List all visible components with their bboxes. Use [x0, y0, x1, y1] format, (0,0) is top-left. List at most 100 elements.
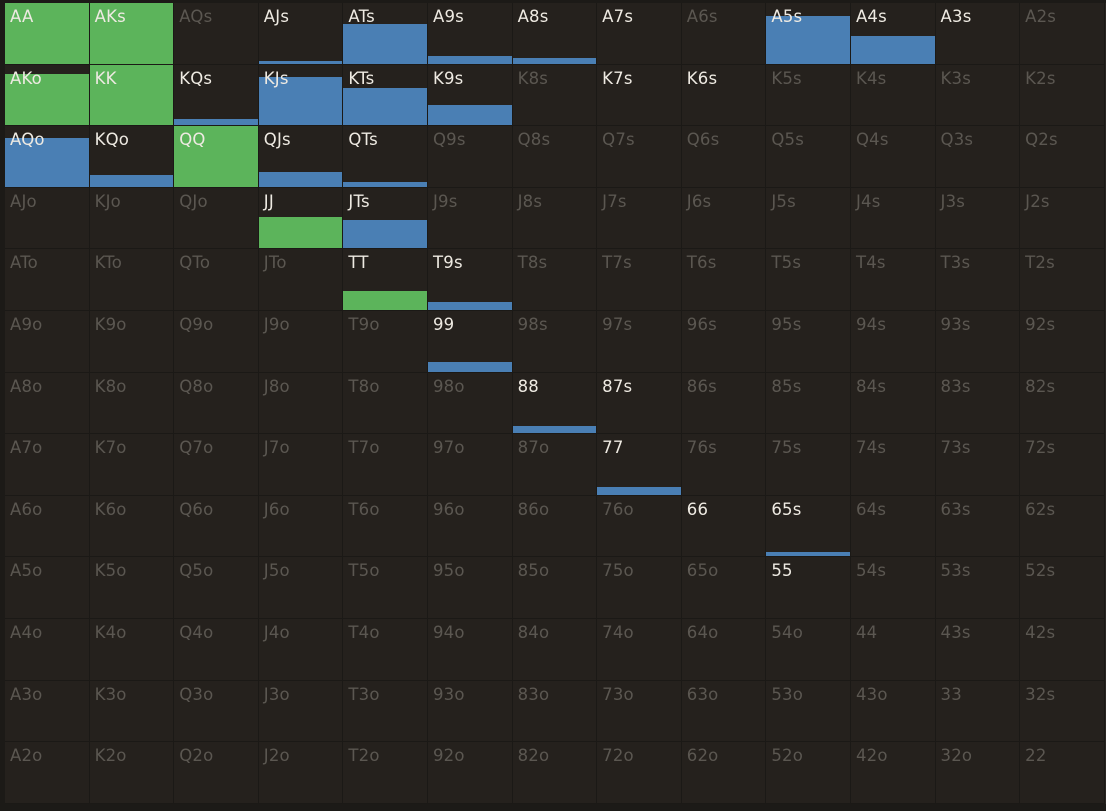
hand-cell[interactable]: 53s: [935, 557, 1021, 619]
hand-cell[interactable]: 82o: [512, 742, 598, 804]
hand-cell[interactable]: 22: [1020, 742, 1105, 804]
hand-cell[interactable]: T7o: [343, 434, 428, 496]
hand-cell[interactable]: 72s: [1020, 434, 1105, 496]
hand-cell[interactable]: Q6o: [174, 495, 259, 558]
hand-cell[interactable]: 44: [850, 618, 936, 681]
hand-cell[interactable]: Q8o: [174, 372, 259, 435]
hand-cell[interactable]: AKs: [89, 3, 175, 65]
hand-cell[interactable]: 63o: [681, 680, 767, 743]
hand-cell[interactable]: Q3s: [935, 126, 1021, 188]
hand-cell[interactable]: J7o: [258, 434, 344, 496]
hand-cell[interactable]: KJs: [258, 64, 344, 127]
hand-cell[interactable]: 64o: [681, 618, 767, 681]
hand-cell[interactable]: 64s: [850, 495, 936, 558]
hand-cell[interactable]: K6s: [681, 64, 767, 127]
hand-cell[interactable]: Q5s: [766, 126, 851, 188]
hand-cell[interactable]: J2s: [1020, 187, 1105, 250]
hand-cell[interactable]: T3s: [935, 249, 1021, 311]
hand-cell[interactable]: T2o: [343, 742, 428, 804]
hand-cell[interactable]: AQo: [5, 126, 90, 188]
hand-cell[interactable]: 66: [681, 495, 767, 558]
hand-cell[interactable]: 73s: [935, 434, 1021, 496]
hand-cell[interactable]: Q2s: [1020, 126, 1105, 188]
hand-cell[interactable]: K3s: [935, 64, 1021, 127]
hand-cell[interactable]: 83s: [935, 372, 1021, 435]
hand-cell[interactable]: AQs: [174, 3, 259, 65]
hand-cell[interactable]: T9s: [427, 249, 513, 311]
hand-cell[interactable]: 84s: [850, 372, 936, 435]
hand-cell[interactable]: K8o: [89, 372, 175, 435]
hand-cell[interactable]: J6o: [258, 495, 344, 558]
hand-cell[interactable]: T4o: [343, 618, 428, 681]
hand-cell[interactable]: K7s: [597, 64, 682, 127]
hand-cell[interactable]: A5o: [5, 557, 90, 619]
hand-cell[interactable]: J8s: [512, 187, 598, 250]
hand-cell[interactable]: K4o: [89, 618, 175, 681]
hand-cell[interactable]: 62s: [1020, 495, 1105, 558]
hand-cell[interactable]: Q4o: [174, 618, 259, 681]
hand-cell[interactable]: Q5o: [174, 557, 259, 619]
hand-cell[interactable]: AA: [5, 3, 90, 65]
hand-cell[interactable]: 83o: [512, 680, 598, 743]
hand-cell[interactable]: 86s: [681, 372, 767, 435]
hand-cell[interactable]: T7s: [597, 249, 682, 311]
hand-cell[interactable]: T3o: [343, 680, 428, 743]
hand-cell[interactable]: QJo: [174, 187, 259, 250]
hand-cell[interactable]: 32s: [1020, 680, 1105, 743]
hand-cell[interactable]: 52o: [766, 742, 851, 804]
hand-cell[interactable]: J8o: [258, 372, 344, 435]
hand-cell[interactable]: J6s: [681, 187, 767, 250]
hand-cell[interactable]: J9o: [258, 310, 344, 373]
hand-cell[interactable]: 42s: [1020, 618, 1105, 681]
hand-cell[interactable]: K4s: [850, 64, 936, 127]
hand-cell[interactable]: A2s: [1020, 3, 1105, 65]
hand-cell[interactable]: Q6s: [681, 126, 767, 188]
hand-cell[interactable]: ATo: [5, 249, 90, 311]
hand-cell[interactable]: J9s: [427, 187, 513, 250]
hand-cell[interactable]: Q4s: [850, 126, 936, 188]
hand-cell[interactable]: 42o: [850, 742, 936, 804]
hand-cell[interactable]: JTs: [343, 187, 428, 250]
hand-cell[interactable]: K6o: [89, 495, 175, 558]
hand-cell[interactable]: K9o: [89, 310, 175, 373]
hand-cell[interactable]: AKo: [5, 64, 90, 127]
hand-cell[interactable]: A5s: [766, 3, 851, 65]
hand-cell[interactable]: T2s: [1020, 249, 1105, 311]
hand-cell[interactable]: 55: [766, 557, 851, 619]
hand-cell[interactable]: AJo: [5, 187, 90, 250]
hand-cell[interactable]: KTs: [343, 64, 428, 127]
hand-cell[interactable]: T5o: [343, 557, 428, 619]
hand-cell[interactable]: 72o: [597, 742, 682, 804]
hand-cell[interactable]: K3o: [89, 680, 175, 743]
hand-cell[interactable]: 85s: [766, 372, 851, 435]
hand-cell[interactable]: K9s: [427, 64, 513, 127]
hand-cell[interactable]: 33: [935, 680, 1021, 743]
hand-cell[interactable]: 76o: [597, 495, 682, 558]
hand-cell[interactable]: 92o: [427, 742, 513, 804]
hand-cell[interactable]: 73o: [597, 680, 682, 743]
hand-cell[interactable]: J5o: [258, 557, 344, 619]
hand-cell[interactable]: A7s: [597, 3, 682, 65]
hand-cell[interactable]: J7s: [597, 187, 682, 250]
hand-cell[interactable]: JTo: [258, 249, 344, 311]
hand-cell[interactable]: J3o: [258, 680, 344, 743]
hand-cell[interactable]: 53o: [766, 680, 851, 743]
hand-cell[interactable]: KQs: [174, 64, 259, 127]
hand-cell[interactable]: 54o: [766, 618, 851, 681]
hand-cell[interactable]: 84o: [512, 618, 598, 681]
hand-cell[interactable]: 52s: [1020, 557, 1105, 619]
hand-cell[interactable]: T9o: [343, 310, 428, 373]
hand-cell[interactable]: QQ: [174, 126, 259, 188]
hand-cell[interactable]: T4s: [850, 249, 936, 311]
hand-cell[interactable]: 99: [427, 310, 513, 373]
hand-cell[interactable]: A3o: [5, 680, 90, 743]
hand-cell[interactable]: K2s: [1020, 64, 1105, 127]
hand-cell[interactable]: K2o: [89, 742, 175, 804]
hand-cell[interactable]: Q9o: [174, 310, 259, 373]
hand-cell[interactable]: A4s: [850, 3, 936, 65]
hand-cell[interactable]: 96o: [427, 495, 513, 558]
hand-cell[interactable]: ATs: [343, 3, 428, 65]
hand-cell[interactable]: T8s: [512, 249, 598, 311]
hand-cell[interactable]: J3s: [935, 187, 1021, 250]
hand-cell[interactable]: 77: [597, 434, 682, 496]
